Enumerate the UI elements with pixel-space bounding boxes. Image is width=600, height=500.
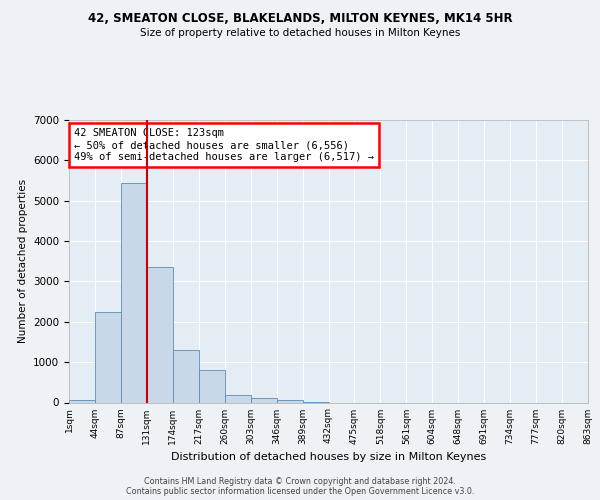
Bar [277,400,302,402]
Bar [147,268,173,402]
Bar [199,370,224,402]
Bar [69,400,95,402]
Text: Contains HM Land Registry data © Crown copyright and database right 2024.: Contains HM Land Registry data © Crown c… [144,477,456,486]
Bar [251,398,277,402]
Y-axis label: Number of detached properties: Number of detached properties [17,179,28,344]
Bar [121,182,147,402]
Text: 42 SMEATON CLOSE: 123sqm
← 50% of detached houses are smaller (6,556)
49% of sem: 42 SMEATON CLOSE: 123sqm ← 50% of detach… [74,128,374,162]
Text: 42, SMEATON CLOSE, BLAKELANDS, MILTON KEYNES, MK14 5HR: 42, SMEATON CLOSE, BLAKELANDS, MILTON KE… [88,12,512,26]
Bar [173,350,199,403]
X-axis label: Distribution of detached houses by size in Milton Keynes: Distribution of detached houses by size … [171,452,486,462]
Bar [225,396,251,402]
Text: Size of property relative to detached houses in Milton Keynes: Size of property relative to detached ho… [140,28,460,38]
Bar [95,312,121,402]
Text: Contains public sector information licensed under the Open Government Licence v3: Contains public sector information licen… [126,487,474,496]
